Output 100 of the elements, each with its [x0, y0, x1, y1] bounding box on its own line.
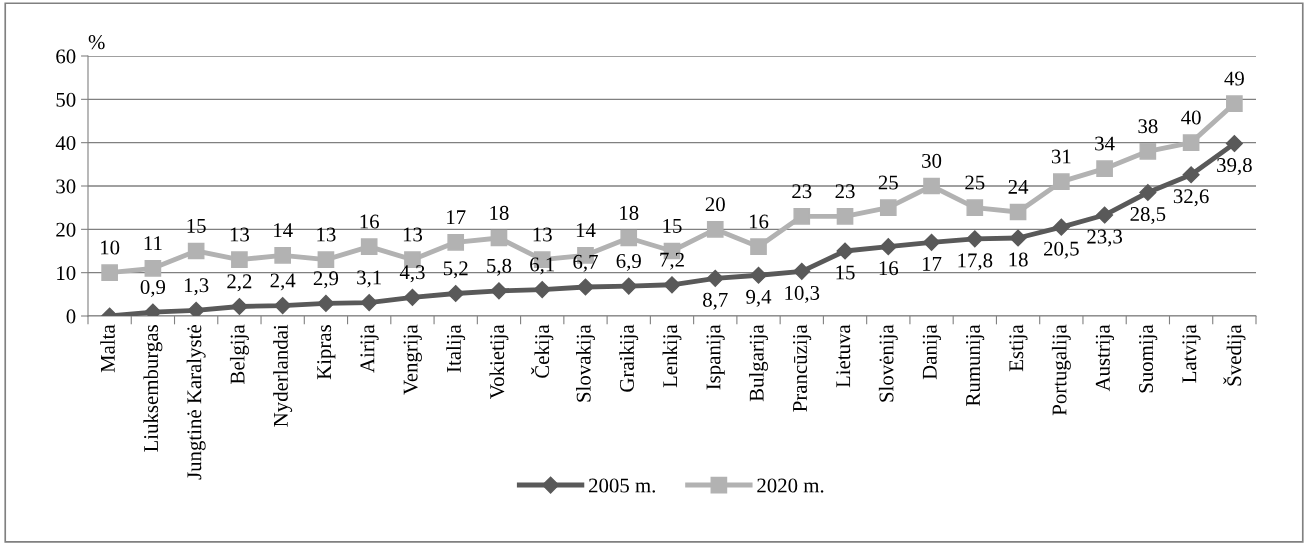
point: [274, 246, 292, 264]
x-tick-label: Lenkija: [662, 324, 682, 388]
x-tick-label: Čekija: [531, 324, 554, 378]
x-tick-label: Ispanija: [706, 324, 725, 390]
x-tick-label: Rumunija: [966, 324, 985, 406]
data-label: 1,3: [184, 278, 209, 296]
point: [187, 242, 205, 260]
data-label: 31: [1051, 149, 1071, 164]
point: [836, 207, 854, 225]
data-label: 13: [403, 227, 423, 242]
y-tick-label: 0: [66, 309, 76, 324]
data-label: 8,7: [703, 292, 728, 310]
x-tick-label: Kipras: [317, 325, 336, 380]
data-label: 6,1: [530, 257, 554, 275]
x-tick-label: Vokietija: [489, 324, 509, 399]
legend-label: 2020 m.: [757, 478, 824, 493]
x-tick-label: Malta: [100, 324, 115, 373]
data-label: 18: [490, 205, 509, 220]
x-tick-label: Liuksemburgas: [143, 325, 163, 452]
point: [230, 297, 248, 316]
point: [1139, 142, 1157, 160]
point: [793, 262, 811, 280]
data-label: 49: [1224, 71, 1244, 86]
point: [1139, 183, 1157, 202]
data-label: 16: [749, 214, 769, 229]
data-label: 28,5: [1130, 206, 1166, 225]
point: [706, 220, 724, 238]
point: [620, 229, 638, 247]
data-label: 38: [1138, 119, 1158, 134]
data-label: 20,5: [1044, 241, 1079, 259]
data-label: 0,9: [140, 279, 166, 297]
point: [1009, 229, 1027, 247]
data-label: 25: [965, 175, 985, 190]
point: [317, 294, 335, 312]
data-label: 15: [663, 218, 682, 233]
point: [274, 297, 292, 315]
point: [447, 233, 465, 251]
data-label: 6,9: [616, 253, 641, 271]
point: [879, 199, 897, 217]
y-tick-label: 60: [56, 49, 76, 64]
data-label: 3,1: [357, 270, 381, 288]
point: [879, 238, 897, 256]
data-label: 15: [836, 265, 855, 280]
point: [317, 251, 335, 269]
data-label: 5,8: [487, 258, 512, 276]
data-label: 32,6: [1173, 189, 1209, 207]
point: [187, 301, 205, 316]
point: [447, 284, 465, 303]
x-tick-label: Austrija: [1095, 324, 1115, 392]
point: [1052, 218, 1070, 236]
point: [663, 276, 681, 294]
data-label: 23: [792, 184, 812, 199]
point: [749, 266, 768, 284]
y-tick-label: 30: [56, 179, 76, 194]
x-tick-label: Latvija: [1182, 324, 1201, 383]
x-tick-label: Belgija: [229, 324, 249, 384]
data-label: 10,3: [785, 285, 820, 303]
y-axis-title: %: [88, 35, 105, 50]
point: [1226, 95, 1243, 113]
data-label: 24: [1008, 179, 1029, 194]
data-label: 14: [274, 223, 293, 238]
data-label: 34: [1095, 136, 1115, 151]
point: [923, 177, 940, 195]
point: [231, 251, 248, 269]
data-label: 17,8: [958, 253, 993, 271]
data-label: 7,2: [660, 252, 684, 270]
point: [1052, 173, 1070, 191]
x-tick-label: Airija: [360, 324, 379, 373]
point: [403, 288, 421, 306]
data-label: 13: [317, 227, 336, 242]
x-tick-label: Danija: [922, 324, 941, 380]
y-tick-label: 10: [57, 266, 76, 281]
point: [706, 269, 724, 287]
data-label: 13: [533, 227, 552, 242]
data-label: 11: [144, 236, 162, 251]
point: [1225, 134, 1243, 153]
data-label: 2,4: [270, 273, 296, 291]
point: [360, 294, 378, 312]
y-tick-label: 40: [55, 136, 76, 151]
point: [490, 229, 508, 247]
data-label: 40: [1181, 110, 1201, 125]
point: [360, 238, 378, 256]
point: [1182, 166, 1200, 184]
point: [793, 207, 811, 225]
point: [1096, 206, 1114, 224]
y-tick-label: 50: [56, 92, 76, 107]
data-label: 4,3: [399, 265, 425, 283]
data-label: 39,8: [1217, 158, 1252, 176]
x-tick-label: Suomija: [1139, 324, 1158, 393]
point: [144, 259, 162, 277]
x-tick-label: Bulgarija: [749, 324, 768, 402]
data-label: 2,9: [313, 271, 339, 289]
data-label: 14: [576, 223, 596, 238]
data-label: 17: [922, 256, 942, 271]
x-tick-label: Italija: [446, 324, 466, 373]
data-label: 10: [101, 240, 120, 255]
y-tick-label: 20: [56, 222, 76, 237]
data-label: 13: [230, 227, 250, 242]
data-label: 6,7: [573, 254, 598, 272]
x-tick-label: Slovėnija: [878, 324, 898, 402]
